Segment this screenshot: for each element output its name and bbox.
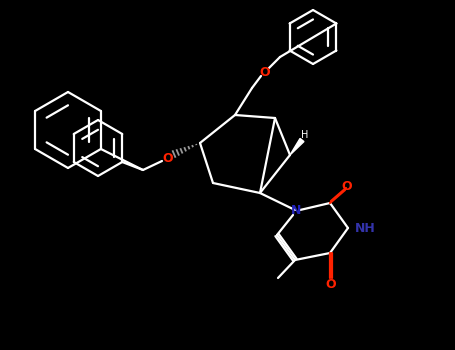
Text: O: O [342, 180, 352, 193]
Polygon shape [290, 139, 304, 155]
Text: O: O [326, 278, 336, 290]
Text: NH: NH [355, 222, 376, 235]
Text: N: N [291, 204, 301, 217]
Text: H: H [301, 130, 308, 140]
Text: O: O [163, 152, 173, 164]
Text: O: O [260, 65, 270, 78]
